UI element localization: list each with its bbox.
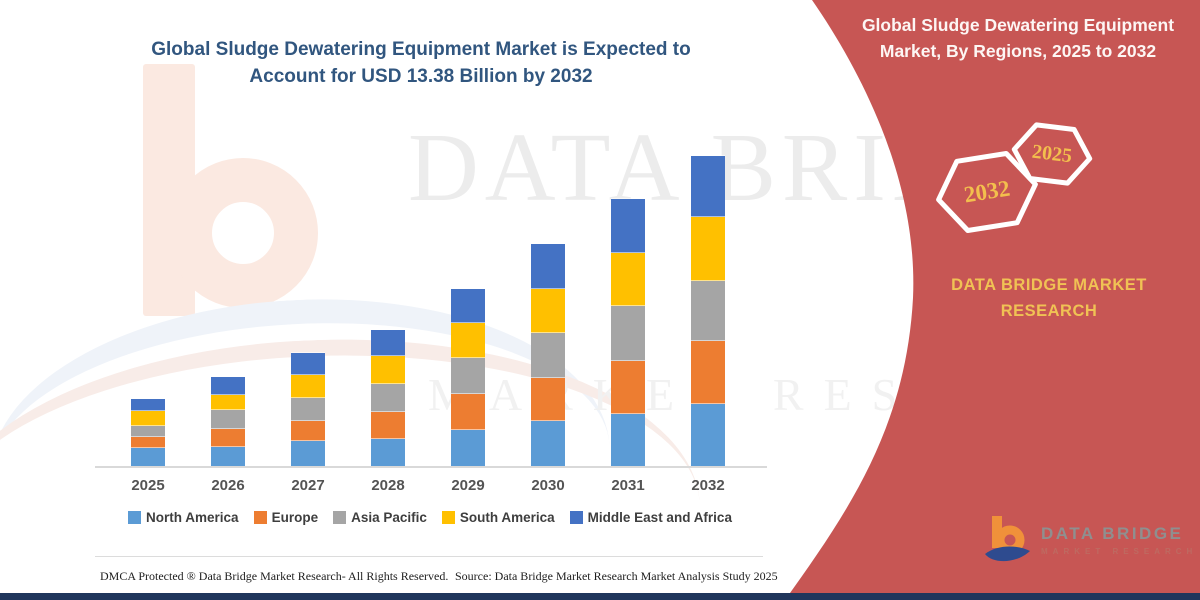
- bar-segment-north-america: [291, 440, 325, 466]
- data-bridge-logo-icon: [985, 516, 1030, 562]
- bar-2030: [531, 243, 565, 466]
- bar-segment-middle-east-and-africa: [211, 376, 245, 395]
- page-title-line1: Global Sludge Dewatering Equipment Marke…: [151, 39, 691, 60]
- legend-item-asia-pacific: Asia Pacific: [333, 510, 427, 525]
- bar-2029: [451, 289, 485, 466]
- bar-segment-asia-pacific: [691, 280, 725, 341]
- chart-legend: North America Europe Asia Pacific South Ame…: [92, 510, 768, 525]
- bar-2031: [611, 198, 645, 466]
- hexagon-badge-2032: 2032: [927, 140, 1047, 244]
- legend-label: Europe: [271, 510, 319, 525]
- hexagon-year-label: 2025: [1030, 140, 1074, 167]
- bar-segment-asia-pacific: [371, 383, 405, 412]
- legend-label: Asia Pacific: [351, 510, 427, 525]
- bar-segment-europe: [531, 377, 565, 421]
- logo-sub-text: MARKET RESEARCH: [1041, 547, 1198, 556]
- bar-segment-north-america: [531, 420, 565, 466]
- bar-2027: [291, 353, 325, 466]
- legend-swatch-icon: [441, 511, 455, 524]
- bar-segment-south-america: [131, 411, 165, 427]
- bar-segment-north-america: [211, 446, 245, 466]
- bar-segment-europe: [211, 428, 245, 447]
- bar-segment-middle-east-and-africa: [451, 289, 485, 324]
- bar-segment-middle-east-and-africa: [611, 198, 645, 253]
- bar-segment-south-america: [371, 355, 405, 384]
- bar-segment-middle-east-and-africa: [291, 353, 325, 376]
- bar-segment-north-america: [691, 403, 725, 466]
- x-tick-2032: 2032: [691, 477, 725, 494]
- x-tick-2029: 2029: [451, 477, 485, 494]
- bar-segment-asia-pacific: [211, 409, 245, 429]
- bar-segment-middle-east-and-africa: [531, 243, 565, 289]
- legend-item-middle-east-and-africa: Middle East and Africa: [569, 510, 732, 525]
- legend-label: South America: [459, 510, 555, 525]
- bar-segment-europe: [611, 360, 645, 415]
- legend-swatch-icon: [333, 511, 347, 524]
- bar-segment-south-america: [211, 394, 245, 410]
- bar-segment-south-america: [691, 216, 725, 281]
- side-panel-title: Global Sludge Dewatering Equipment Marke…: [845, 12, 1191, 64]
- bar-segment-middle-east-and-africa: [131, 398, 165, 412]
- bar-segment-south-america: [611, 252, 645, 306]
- x-tick-2031: 2031: [611, 477, 645, 494]
- legend-swatch-icon: [128, 511, 142, 524]
- legend-label: North America: [146, 510, 239, 525]
- brand-wordmark: DATA BRIDGE MARKET RESEARCH: [903, 272, 1195, 324]
- copyright-text: DMCA Protected ® Data Bridge Market Rese…: [100, 569, 449, 583]
- bar-2025: [131, 398, 165, 466]
- bar-segment-asia-pacific: [531, 332, 565, 378]
- bar-2032: [691, 155, 725, 466]
- brand-wordmark-line2: RESEARCH: [1000, 302, 1098, 320]
- bar-2028: [371, 329, 405, 466]
- company-logo: DATA BRIDGE MARKET RESEARCH: [983, 514, 1197, 566]
- bar-segment-middle-east-and-africa: [371, 329, 405, 356]
- x-tick-2025: 2025: [131, 477, 165, 494]
- legend-item-north-america: North America: [128, 510, 239, 525]
- hexagon-badge-2025: 2025: [1006, 115, 1098, 193]
- x-axis-line: [95, 466, 767, 468]
- brand-wordmark-line1: DATA BRIDGE MARKET: [951, 276, 1147, 294]
- page-title-line2: Account for USD 13.38 Billion by 2032: [249, 66, 593, 87]
- x-tick-2028: 2028: [371, 477, 405, 494]
- legend-swatch-icon: [253, 511, 267, 524]
- logo-name-text: DATA BRIDGE: [1041, 524, 1184, 543]
- bar-segment-middle-east-and-africa: [691, 155, 725, 217]
- bar-segment-europe: [691, 340, 725, 404]
- bar-segment-europe: [451, 394, 485, 431]
- bar-segment-north-america: [131, 447, 165, 466]
- x-tick-2027: 2027: [291, 477, 325, 494]
- x-tick-2026: 2026: [211, 477, 245, 494]
- bar-segment-europe: [371, 411, 405, 439]
- footer-divider: [95, 556, 763, 557]
- side-panel-shape-path: [785, 0, 1200, 600]
- source-text: Source: Data Bridge Market Research Mark…: [455, 569, 778, 583]
- legend-item-south-america: South America: [441, 510, 555, 525]
- legend-label: Middle East and Africa: [587, 510, 732, 525]
- bar-segment-south-america: [531, 288, 565, 333]
- bar-segment-south-america: [451, 323, 485, 359]
- bar-segment-south-america: [291, 375, 325, 399]
- bar-segment-asia-pacific: [291, 398, 325, 421]
- bar-segment-asia-pacific: [131, 426, 165, 437]
- legend-swatch-icon: [569, 511, 583, 524]
- bar-segment-north-america: [371, 438, 405, 466]
- x-tick-2030: 2030: [531, 477, 565, 494]
- bar-segment-north-america: [451, 430, 485, 466]
- side-panel-title-line1: Global Sludge Dewatering Equipment: [861, 15, 1175, 35]
- page-title: Global Sludge Dewatering Equipment Marke…: [118, 36, 724, 90]
- bar-segment-europe: [131, 437, 165, 448]
- legend-item-europe: Europe: [253, 510, 319, 525]
- hexagon-outline-icon: [936, 151, 1038, 233]
- bar-segment-europe: [291, 421, 325, 441]
- bar-segment-north-america: [611, 414, 645, 466]
- bottom-accent-bar: [0, 593, 1200, 600]
- side-panel-title-line2: Market, By Regions, 2025 to 2032: [879, 41, 1157, 61]
- hexagon-outline-icon: [1011, 122, 1093, 186]
- bar-2026: [211, 376, 245, 466]
- bar-segment-asia-pacific: [451, 358, 485, 395]
- bar-segment-asia-pacific: [611, 305, 645, 361]
